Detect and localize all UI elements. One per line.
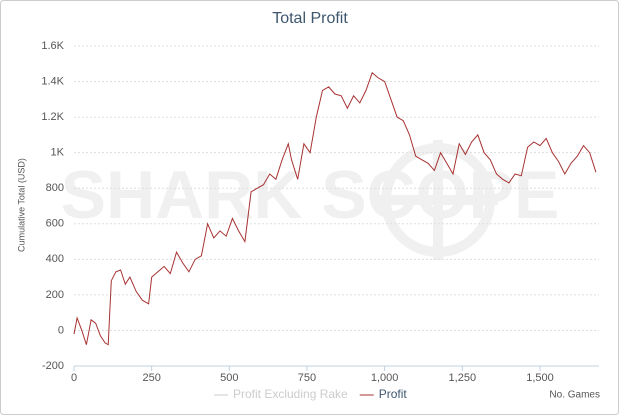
y-tick-label: 200: [46, 289, 64, 301]
y-tick-label: 0: [58, 324, 64, 336]
legend-label[interactable]: Profit: [379, 387, 408, 401]
x-tick-label: 0: [71, 372, 77, 384]
y-tick-label: 400: [46, 253, 64, 265]
watermark: SHARK SCOPE: [61, 157, 560, 233]
legend-label[interactable]: Profit Excluding Rake: [233, 387, 348, 401]
y-tick-label: 800: [46, 182, 64, 194]
x-tick-label: 500: [220, 372, 238, 384]
x-tick-label: 250: [142, 372, 160, 384]
x-tick-label: 1,500: [526, 372, 554, 384]
y-axis-title: Cumulative Total (USD): [16, 158, 26, 252]
x-tick-label: 1,000: [371, 372, 399, 384]
line-series: [73, 71, 597, 346]
x-axis-title: No. Games: [549, 390, 600, 401]
y-tick-label: 1.2K: [41, 111, 64, 123]
y-tick-label: 1K: [51, 147, 65, 159]
x-tick-label: 1,250: [449, 372, 477, 384]
y-tick-label: 1.4K: [41, 75, 64, 87]
x-tick-label: 750: [298, 372, 316, 384]
y-tick-label: -200: [42, 360, 64, 372]
y-tick-label: 1.6K: [41, 40, 64, 52]
chart-title: Total Profit: [272, 10, 348, 27]
y-tick-label: 600: [46, 218, 64, 230]
